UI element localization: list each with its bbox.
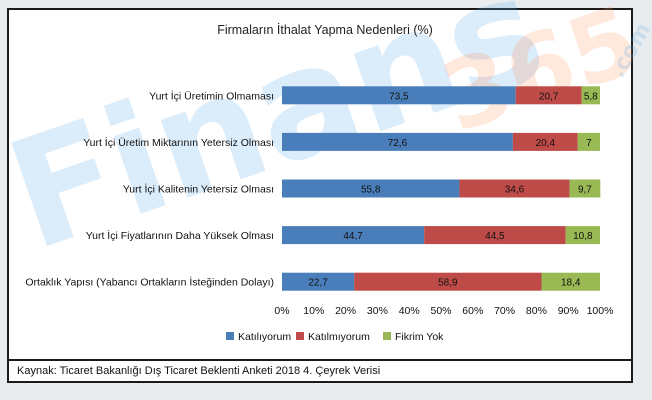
bar-katilmiyorum [354, 272, 542, 291]
category-label: Yurt İçi Üretimin Olmaması [149, 89, 274, 102]
x-tick-label: 50% [430, 305, 451, 317]
bar-katilmiyorum [515, 86, 582, 105]
data-label: 72,6 [388, 138, 408, 149]
bar-katilmiyorum [424, 226, 566, 245]
bar-katilmiyorum [512, 132, 578, 151]
legend-label: Fikrim Yok [395, 331, 444, 343]
data-label: 44,5 [485, 231, 505, 242]
source-note: Kaynak: Ticaret Bakanlığı Dış Ticaret Be… [9, 359, 631, 381]
data-label: 22,7 [308, 278, 328, 289]
data-label: 34,6 [505, 185, 525, 196]
data-label: 10,8 [573, 231, 593, 242]
x-tick-label: 90% [558, 305, 579, 317]
x-tick-label: 0% [274, 305, 289, 317]
chart: Firmaların İthalat Yapma Nedenleri (%) Yu… [25, 23, 614, 343]
legend-label: Katılıyorum [238, 331, 291, 343]
category-label: Ortaklık Yapısı (Yabancı Ortakların İste… [25, 276, 274, 289]
data-label: 58,9 [438, 278, 458, 289]
data-label: 55,8 [361, 185, 381, 196]
bar-fikrim-yok [541, 272, 600, 291]
bar-katilmiyorum [459, 179, 570, 198]
legend-swatch [296, 332, 304, 340]
legend-label: Katılmıyorum [308, 331, 370, 343]
bar-katiliyorum [282, 226, 425, 245]
x-tick-label: 40% [399, 305, 420, 317]
x-tick-label: 20% [335, 305, 356, 317]
category-label: Yurt İçi Üretim Miktarının Yetersiz Olma… [83, 136, 274, 149]
bar-fikrim-yok [581, 86, 600, 105]
legend-swatch [226, 332, 234, 340]
data-label: 9,7 [578, 185, 592, 196]
data-label: 73,5 [389, 91, 409, 102]
bar-katiliyorum [282, 132, 513, 151]
bar-fikrim-yok [577, 132, 600, 151]
data-label: 18,4 [561, 278, 581, 289]
data-label: 7 [586, 138, 592, 149]
data-label: 20,4 [536, 138, 556, 149]
bar-katiliyorum [282, 272, 355, 291]
category-label: Yurt İçi Fiyatlarının Daha Yüksek Olması [86, 229, 274, 242]
x-tick-label: 30% [367, 305, 388, 317]
bar-katiliyorum [282, 86, 516, 105]
data-label: 5,8 [584, 91, 598, 102]
x-tick-label: 100% [587, 305, 614, 317]
category-label: Yurt İçi Kalitenin Yetersiz Olması [123, 183, 274, 196]
legend-swatch [383, 332, 391, 340]
bar-katiliyorum [282, 179, 460, 198]
data-label: 20,7 [539, 91, 559, 102]
data-label: 44,7 [343, 231, 363, 242]
x-tick-label: 10% [303, 305, 324, 317]
x-tick-label: 60% [462, 305, 483, 317]
bar-fikrim-yok [565, 226, 600, 245]
chart-frame: Finans 365 .com Firmaların İthalat Yapma… [0, 0, 652, 383]
x-tick-label: 70% [494, 305, 515, 317]
chart-title: Firmaların İthalat Yapma Nedenleri (%) [217, 23, 433, 37]
bar-fikrim-yok [569, 179, 601, 198]
x-tick-label: 80% [526, 305, 547, 317]
